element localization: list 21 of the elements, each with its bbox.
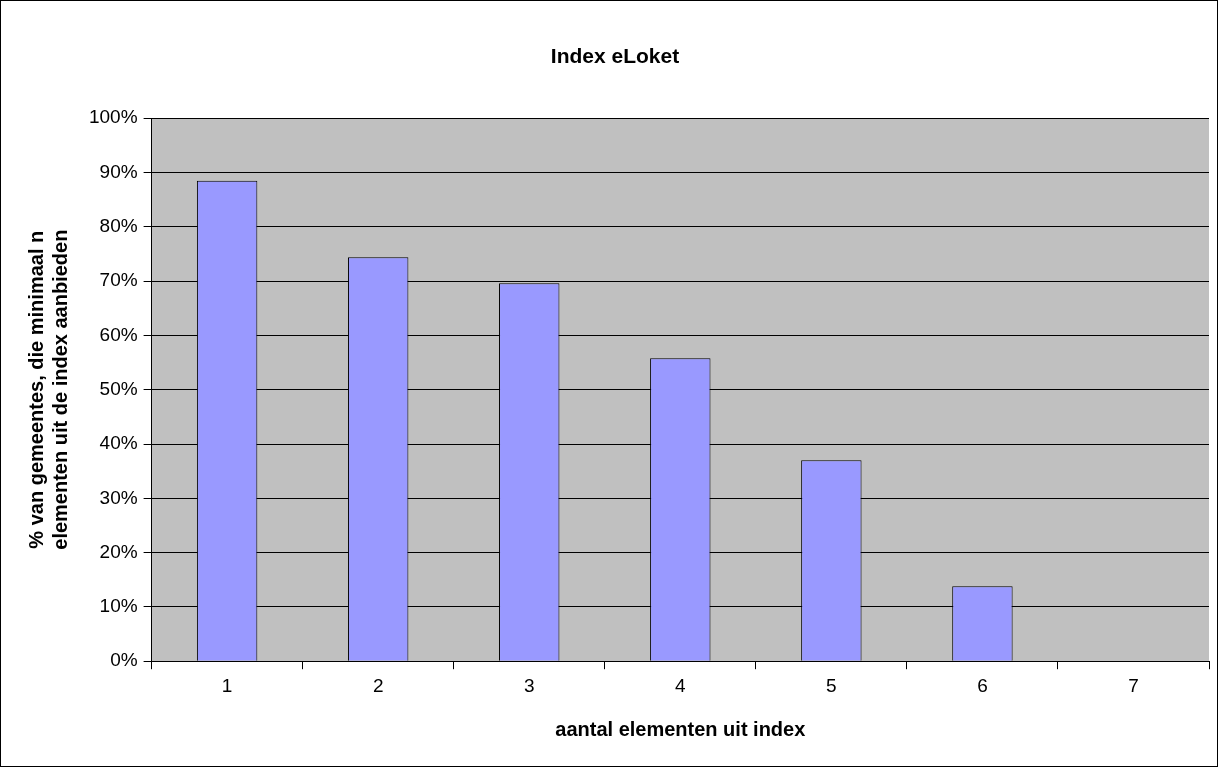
y-axis-title: % van gemeentes, die minimaal n elementen uit de index aanbieden	[24, 229, 71, 550]
x-tick-label: 4	[675, 674, 687, 696]
chart-title: Index eLoket	[550, 44, 680, 68]
y-tick-label: 90%	[99, 160, 138, 182]
y-tick-label: 40%	[99, 432, 138, 454]
y-tick-label: 20%	[99, 540, 138, 562]
y-tick-label: 100%	[88, 106, 138, 128]
y-tick-label: 0%	[110, 649, 138, 671]
y-tick-label: 30%	[99, 486, 138, 508]
y-tick-label: 60%	[99, 323, 138, 345]
x-tick-label: 5	[826, 674, 837, 696]
x-tick-label: 3	[523, 674, 535, 696]
y-tick-label: 80%	[99, 215, 138, 237]
y-tick-label: 50%	[99, 377, 138, 399]
x-tick-label: 6	[977, 674, 988, 696]
y-tick-label: 10%	[99, 595, 138, 617]
x-tick-label: 1	[221, 674, 233, 696]
x-axis-title: aantal elementen uit index	[555, 717, 806, 740]
y-tick-label: 70%	[99, 269, 138, 291]
x-tick-label: 2	[372, 674, 384, 696]
x-tick-label: 7	[1128, 674, 1139, 696]
